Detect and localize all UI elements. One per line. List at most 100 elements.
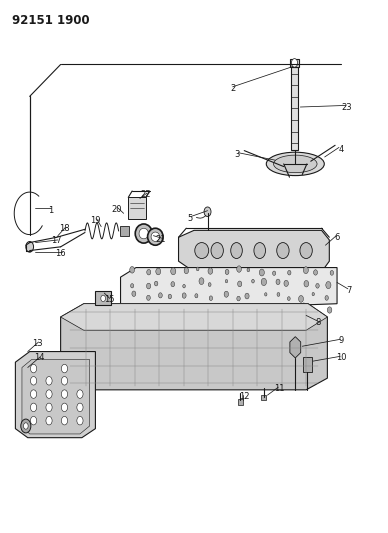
Circle shape — [61, 365, 68, 373]
Text: 4: 4 — [338, 145, 343, 154]
Circle shape — [252, 279, 255, 283]
Circle shape — [225, 269, 229, 274]
Bar — [120, 226, 130, 236]
Circle shape — [237, 266, 241, 272]
Circle shape — [247, 268, 250, 272]
Text: 7: 7 — [346, 286, 351, 295]
Text: 6: 6 — [334, 233, 340, 242]
Text: 9: 9 — [338, 336, 343, 345]
Circle shape — [196, 267, 199, 271]
Text: 15: 15 — [104, 295, 114, 304]
Circle shape — [101, 295, 106, 302]
Ellipse shape — [147, 228, 163, 245]
Ellipse shape — [254, 243, 265, 259]
Text: 21: 21 — [156, 236, 166, 245]
Circle shape — [291, 310, 293, 313]
Circle shape — [147, 269, 151, 275]
Ellipse shape — [211, 243, 223, 259]
Circle shape — [61, 403, 68, 411]
Circle shape — [195, 294, 198, 298]
Text: 16: 16 — [55, 249, 66, 259]
Circle shape — [130, 266, 135, 273]
Circle shape — [311, 308, 314, 312]
Text: 18: 18 — [59, 224, 70, 233]
Circle shape — [259, 269, 264, 276]
Circle shape — [288, 297, 290, 301]
Circle shape — [277, 293, 280, 296]
Circle shape — [261, 278, 267, 286]
Circle shape — [225, 306, 228, 311]
Circle shape — [183, 285, 185, 288]
Circle shape — [325, 296, 328, 300]
Text: 13: 13 — [32, 339, 43, 348]
Ellipse shape — [274, 155, 317, 173]
Circle shape — [61, 390, 68, 398]
Text: 12: 12 — [239, 392, 249, 401]
Circle shape — [330, 270, 334, 275]
Circle shape — [304, 280, 309, 287]
Circle shape — [284, 280, 288, 286]
Bar — [261, 395, 266, 400]
Text: 22: 22 — [140, 190, 151, 199]
Circle shape — [182, 293, 186, 298]
Circle shape — [327, 307, 332, 313]
Text: 92151 1900: 92151 1900 — [12, 14, 90, 27]
Circle shape — [147, 295, 150, 301]
Circle shape — [159, 308, 164, 314]
Circle shape — [316, 284, 319, 288]
Circle shape — [224, 291, 229, 297]
Circle shape — [156, 268, 161, 275]
Circle shape — [312, 293, 314, 296]
Ellipse shape — [135, 224, 152, 243]
Polygon shape — [61, 304, 327, 390]
Circle shape — [171, 281, 175, 287]
Text: 20: 20 — [111, 205, 122, 214]
Circle shape — [326, 281, 331, 289]
Circle shape — [225, 279, 228, 283]
Bar — [303, 357, 312, 372]
Circle shape — [238, 306, 241, 310]
Ellipse shape — [277, 243, 289, 259]
Circle shape — [207, 306, 212, 312]
Circle shape — [301, 303, 307, 310]
Circle shape — [31, 416, 36, 425]
Polygon shape — [178, 230, 329, 272]
Circle shape — [158, 293, 162, 298]
Text: 5: 5 — [187, 214, 193, 223]
Circle shape — [143, 309, 146, 313]
Circle shape — [260, 306, 263, 311]
Text: 11: 11 — [274, 384, 284, 393]
Bar — [128, 197, 146, 219]
Circle shape — [208, 268, 213, 274]
Text: 10: 10 — [336, 353, 346, 362]
Bar — [95, 292, 111, 305]
Text: 8: 8 — [315, 318, 320, 327]
Circle shape — [265, 293, 267, 296]
Bar — [238, 399, 243, 405]
Polygon shape — [121, 268, 337, 312]
Circle shape — [299, 295, 303, 302]
Circle shape — [171, 307, 176, 313]
Polygon shape — [22, 360, 90, 434]
Circle shape — [168, 294, 171, 299]
Text: 23: 23 — [341, 102, 352, 111]
Circle shape — [303, 266, 308, 273]
Circle shape — [171, 268, 176, 274]
Circle shape — [46, 416, 52, 425]
Circle shape — [132, 291, 136, 296]
Circle shape — [21, 419, 31, 433]
Circle shape — [147, 283, 151, 289]
Circle shape — [180, 305, 184, 310]
Circle shape — [184, 268, 189, 274]
Circle shape — [77, 403, 83, 411]
Text: 17: 17 — [52, 237, 62, 246]
Circle shape — [276, 279, 280, 285]
Circle shape — [209, 296, 213, 301]
Bar — [291, 67, 298, 150]
Circle shape — [24, 423, 28, 429]
Circle shape — [31, 403, 36, 411]
Circle shape — [31, 365, 36, 373]
Circle shape — [272, 271, 276, 276]
Circle shape — [46, 403, 52, 411]
Circle shape — [131, 284, 134, 288]
